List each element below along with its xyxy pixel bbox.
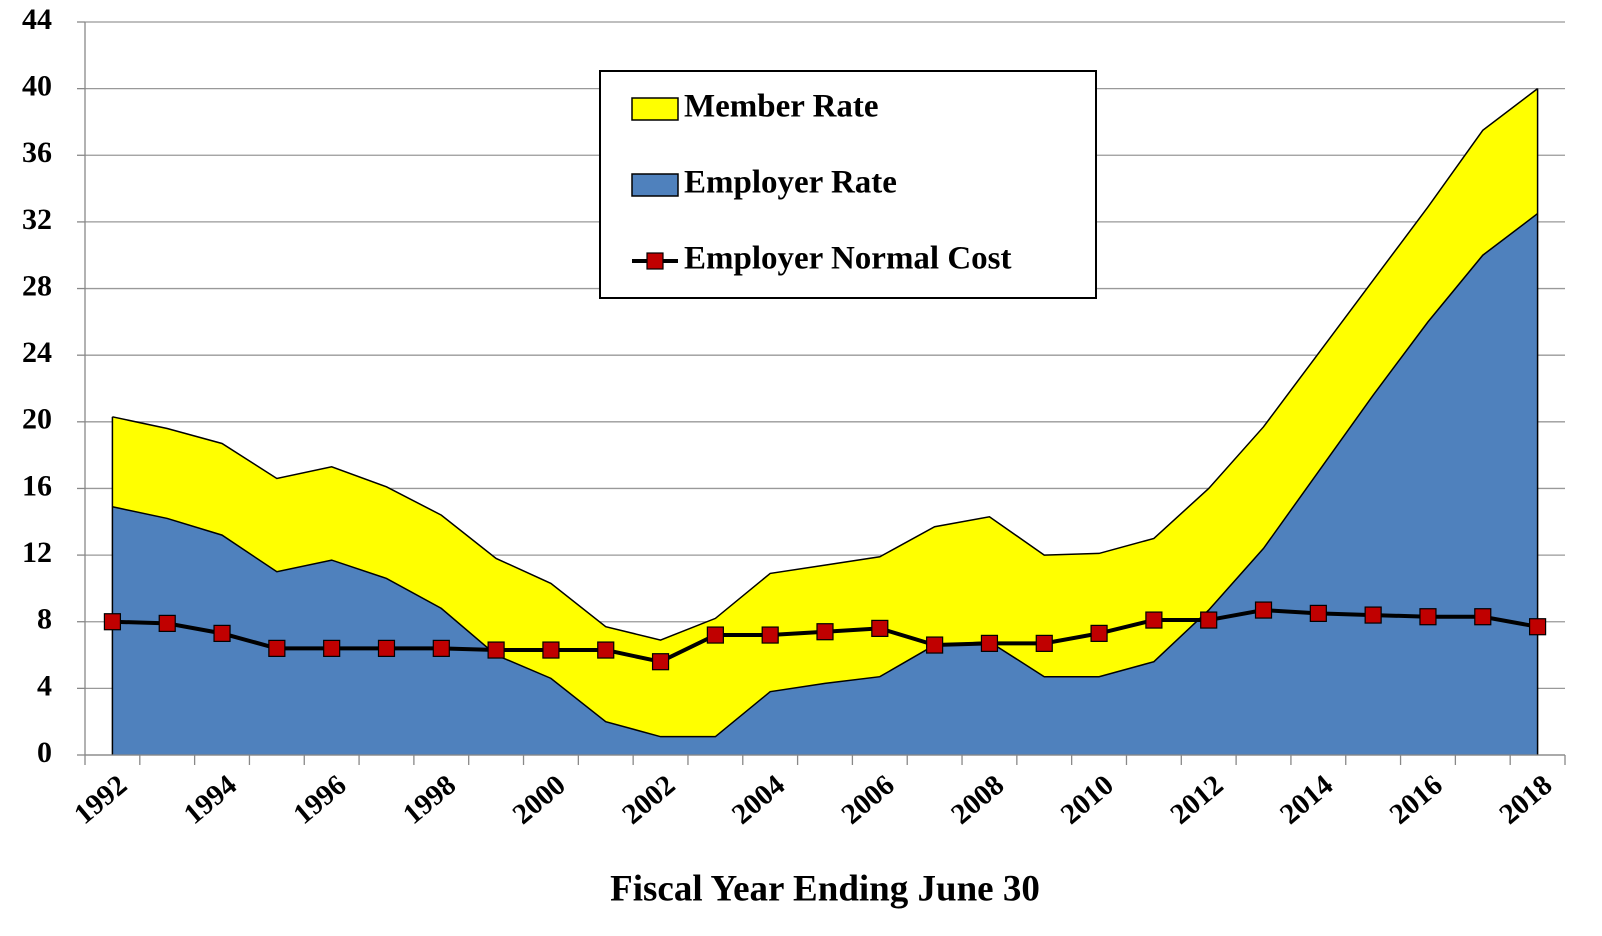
marker	[761, 626, 779, 644]
area	[112, 213, 1538, 756]
x-tick-label: 1994	[178, 769, 243, 831]
legend-swatch	[646, 252, 664, 270]
marker	[597, 641, 615, 659]
x-tick-label: 1998	[397, 769, 462, 831]
marker	[816, 623, 834, 641]
marker	[268, 639, 286, 657]
x-tick-label: 2006	[836, 769, 901, 831]
y-tick-label: 4	[37, 669, 52, 702]
x-tick-label: 2016	[1384, 769, 1449, 831]
y-tick-label: 36	[22, 136, 52, 169]
marker	[1035, 634, 1053, 652]
x-tick-label: 1996	[287, 769, 352, 831]
marker	[651, 653, 670, 671]
x-tick-label: 1992	[68, 769, 133, 831]
marker	[871, 619, 889, 637]
marker	[377, 639, 396, 657]
marker	[1528, 618, 1547, 636]
x-tick-label: 2018	[1493, 769, 1558, 831]
x-tick-label: 2010	[1055, 769, 1120, 831]
x-axis-title: Fiscal Year Ending June 30	[610, 868, 1040, 909]
x-tick-label: 2012	[1164, 769, 1229, 831]
marker	[1200, 611, 1218, 629]
marker	[1364, 606, 1382, 624]
legend-label: Employer Rate	[684, 165, 897, 201]
marker	[1145, 611, 1163, 629]
marker	[213, 624, 231, 642]
y-tick-label: 40	[22, 70, 52, 103]
area-edge	[112, 88, 1539, 641]
y-tick-label: 0	[37, 736, 52, 769]
area-edge	[112, 212, 1539, 738]
legend-label: Member Rate	[684, 89, 879, 125]
marker	[1254, 601, 1273, 619]
legend-label: Employer Normal Cost	[684, 241, 1012, 277]
marker	[432, 639, 450, 657]
marker	[542, 641, 560, 659]
x-tick-label: 2008	[945, 769, 1010, 831]
x-tick-label: 2000	[507, 769, 572, 831]
area	[112, 88, 1538, 737]
marker	[323, 639, 341, 657]
x-tick-label: 2004	[726, 769, 791, 831]
marker	[1090, 624, 1108, 642]
y-tick-label: 20	[22, 403, 52, 436]
y-tick-label: 24	[22, 336, 52, 369]
y-tick-label: 28	[22, 269, 52, 302]
legend-swatch	[631, 97, 679, 121]
marker	[926, 636, 944, 654]
y-tick-label: 8	[37, 603, 52, 636]
x-tick-label: 2014	[1274, 769, 1339, 831]
x-tick-label: 2002	[616, 769, 681, 831]
legend: Member Rate Employer Rate Employer Normal …	[599, 70, 1097, 299]
y-tick-label: 32	[22, 203, 52, 236]
marker	[103, 613, 122, 631]
y-tick-label: 16	[22, 469, 52, 502]
marker	[1309, 604, 1327, 622]
marker	[706, 626, 724, 644]
y-tick-label: 12	[22, 536, 52, 569]
legend-box	[599, 70, 1097, 299]
marker	[1419, 608, 1437, 626]
marker	[487, 641, 505, 659]
marker	[158, 614, 176, 632]
marker	[980, 634, 999, 652]
y-tick-label: 44	[22, 3, 52, 36]
legend-swatch	[631, 173, 679, 197]
marker	[1474, 608, 1492, 626]
